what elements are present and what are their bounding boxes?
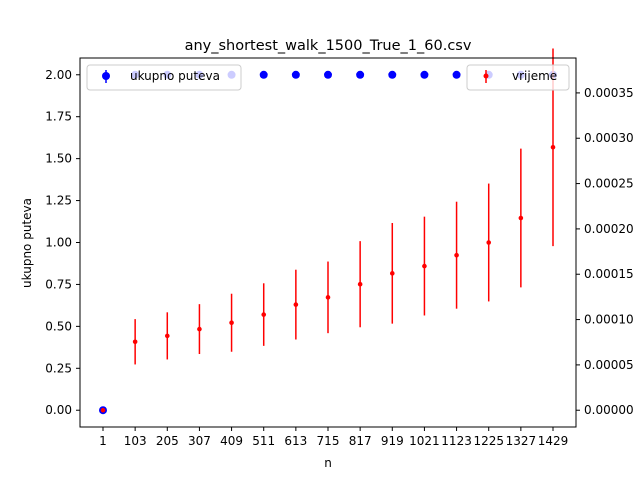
vrijeme-point — [164, 333, 170, 339]
vrijeme-point — [132, 339, 138, 345]
left-y-tick-label: 0.75 — [45, 277, 72, 291]
legend-right: vrijeme — [466, 64, 570, 91]
vrijeme-point — [261, 312, 267, 317]
legend-left-label: ukupno puteva — [130, 69, 220, 83]
right-y-tick-label: 0.00005 — [584, 358, 634, 372]
x-tick-label: 205 — [156, 434, 179, 448]
x-tick-label: 1123 — [441, 434, 472, 448]
vrijeme-point — [422, 263, 427, 269]
x-tick-label: 511 — [252, 434, 275, 448]
left-y-tick-label: 1.25 — [45, 194, 72, 208]
vrijeme-point — [357, 281, 363, 287]
x-tick-label: 307 — [188, 434, 211, 448]
right-y-tick-label: 0.00020 — [584, 222, 634, 236]
left-y-tick-label: 1.75 — [45, 110, 72, 124]
vrijeme-point — [518, 215, 524, 221]
left-y-tick-label: 1.00 — [45, 236, 72, 250]
x-tick-label: 1429 — [538, 434, 569, 448]
ukupno-puteva-point — [324, 70, 332, 79]
x-tick-label: 103 — [124, 434, 147, 448]
vrijeme-point — [325, 295, 331, 300]
right-y-tick-label: 0.00025 — [584, 177, 634, 191]
ukupno-puteva-point — [356, 70, 365, 79]
legend-right-marker-icon — [483, 73, 489, 79]
vrijeme-point — [229, 320, 234, 326]
x-tick-label: 613 — [284, 434, 307, 448]
x-tick-label: 1327 — [506, 434, 537, 448]
vrijeme-point — [100, 407, 106, 413]
x-tick-label: 919 — [381, 434, 404, 448]
left-y-tick-label: 0.50 — [45, 319, 72, 333]
vrijeme-point — [550, 145, 556, 150]
x-tick-label: 409 — [220, 434, 243, 448]
chart-marks: 1 103 205 307 409 511 613 715 817 919 1021 1123 1225… — [45, 48, 634, 448]
x-tick-label: 1225 — [473, 434, 504, 448]
x-tick-label: 715 — [317, 434, 340, 448]
vrijeme-point — [389, 271, 395, 276]
vrijeme-point — [293, 302, 299, 307]
right-y-tick-label: 0.00000 — [584, 403, 634, 417]
ukupno-puteva-point — [420, 70, 429, 79]
x-tick-label: 817 — [349, 434, 372, 448]
legend-right-box — [466, 64, 570, 91]
left-y-tick-label: 2.00 — [45, 68, 72, 82]
ukupno-puteva-point — [291, 70, 300, 79]
legend-left-marker-icon — [102, 72, 110, 80]
legend-left: ukupno puteva — [86, 64, 242, 91]
ukupno-puteva-point — [259, 70, 268, 79]
left-y-axis-label: ukupno puteva — [20, 198, 34, 288]
vrijeme-point — [454, 252, 459, 258]
ukupno-puteva-point — [452, 70, 461, 79]
left-y-tick-label: 0.00 — [45, 403, 72, 417]
right-y-tick-label: 0.00015 — [584, 267, 634, 281]
chart-title: any_shortest_walk_1500_True_1_60.csv — [185, 38, 472, 54]
right-y-tick-label: 0.00035 — [584, 86, 634, 100]
left-y-tick-label: 1.50 — [45, 152, 72, 166]
vrijeme-point — [197, 326, 202, 332]
legend-left-box — [86, 64, 242, 91]
right-y-tick-label: 0.00030 — [584, 131, 634, 145]
right-y-tick-label: 0.00010 — [584, 313, 634, 327]
x-tick-label: 1021 — [409, 434, 440, 448]
legend-right-label: vrijeme — [512, 69, 557, 83]
x-axis-label: n — [324, 456, 332, 470]
vrijeme-point — [486, 240, 492, 245]
left-y-tick-label: 0.25 — [45, 361, 72, 375]
x-tick-label: 1 — [99, 434, 107, 448]
ukupno-puteva-point — [388, 70, 397, 79]
plot-frame — [79, 57, 577, 428]
